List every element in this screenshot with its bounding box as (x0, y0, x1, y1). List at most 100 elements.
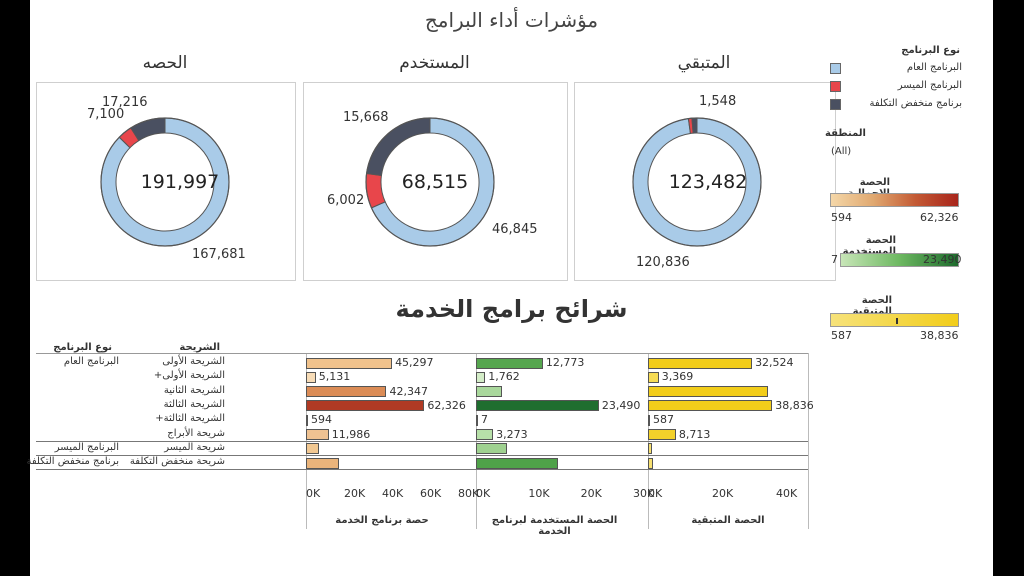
axis-tick-total: 80K (458, 487, 480, 501)
legend-total-min: 594 (831, 211, 852, 224)
bar-label-remaining: 32,524 (755, 356, 794, 369)
bar-label-remaining: 587 (653, 413, 674, 427)
donut-label-remaining-lowcost: 1,548 (699, 94, 737, 109)
legend-program-type-title: نوع البرنامج (901, 45, 960, 56)
table-header-rule (36, 353, 808, 354)
bar-label-remaining: 38,836 (775, 398, 814, 412)
bar-used[interactable] (476, 400, 599, 412)
legend-region-title: المنطقة (825, 128, 866, 139)
bar-total[interactable] (306, 357, 393, 369)
bar-total[interactable] (306, 443, 320, 455)
bar-total[interactable] (306, 371, 316, 383)
donut-label-used-maysar: 6,002 (327, 193, 365, 208)
bar-label-remaining: 8,713 (678, 427, 711, 441)
bar-label-total: 594 (311, 413, 332, 427)
bar-used[interactable] (476, 414, 478, 426)
bar-label-used: 7 (481, 413, 488, 427)
donut-center-used: 68,515 (401, 171, 469, 193)
axis-title-remaining: الحصة المتبقية (691, 515, 765, 527)
donut-label-total-general: 167,681 (192, 247, 246, 262)
bar-remaining[interactable] (648, 357, 753, 369)
header-segment: الشريحة (179, 342, 220, 353)
donut-title-used: المستخدم (399, 53, 470, 73)
axis-tick-total: 0K (306, 487, 321, 501)
donut-panel-remaining (574, 82, 836, 281)
program-type-label: البرنامج العام (63, 356, 119, 367)
donut-outline-used (365, 117, 495, 247)
legend-item-general[interactable]: البرنامج العام (906, 62, 962, 73)
axis-tick-remaining: 0K (648, 487, 663, 501)
bar-remaining[interactable] (648, 386, 768, 398)
legend-item-maysar[interactable]: البرنامج الميسر (897, 80, 962, 91)
bar-remaining[interactable] (648, 414, 650, 426)
donut-panel-total (36, 82, 296, 281)
donut-label-total-lowcost: 17,216 (102, 95, 148, 110)
bar-used[interactable] (476, 386, 503, 398)
donut-slice-remaining-2[interactable] (691, 117, 698, 134)
legend-swatch-lowcost (830, 99, 841, 110)
bar-label-total: 42,347 (389, 384, 428, 398)
bar-remaining[interactable] (648, 400, 773, 412)
axis-tick-used: 10K (528, 487, 550, 501)
legend-used-title: الحصة المستخدمة (842, 235, 896, 257)
axis-tick-used: 20K (580, 487, 602, 501)
bar-label-total: 45,297 (395, 356, 434, 369)
bar-total[interactable] (306, 414, 308, 426)
bar-total[interactable] (306, 400, 425, 412)
group-divider (36, 440, 808, 442)
table-bottom-rule (36, 469, 808, 471)
bar-remaining[interactable] (648, 457, 653, 469)
donut-label-total-maysar: 7,100 (87, 107, 125, 122)
bar-total[interactable] (306, 429, 329, 440)
legend-remaining-marker (896, 318, 898, 324)
segment-label: الشريحة الثانية (163, 384, 225, 396)
segment-label: الشريحة الأولى (162, 356, 225, 367)
donut-outline-total (100, 117, 230, 247)
bar-used[interactable] (476, 371, 486, 383)
legend-item-lowcost[interactable]: برنامج منخفض التكلفة (869, 98, 962, 109)
legend-swatch-maysar (830, 81, 841, 92)
dashboard-title: مؤشرات أداء البرامج (424, 8, 599, 32)
donut-title-total: الحصه (142, 53, 188, 73)
bar-label-remaining: 3,369 (661, 370, 694, 384)
region-filter-value[interactable]: (All) (831, 146, 852, 157)
segment-label: الشريحة الثالثة+ (155, 413, 225, 425)
bar-used[interactable] (476, 357, 543, 369)
donut-panel-used (303, 82, 568, 281)
bar-label-total: 11,986 (331, 427, 371, 441)
bar-label-used: 3,273 (496, 427, 528, 441)
bar-total[interactable] (306, 457, 339, 469)
legend-remaining-max: 38,836 (920, 329, 959, 342)
bar-label-used: 12,773 (545, 356, 585, 369)
legend-remaining-gradient (830, 313, 959, 327)
segment-label: شريحة الميسر (164, 441, 225, 453)
program-type-label: البرنامج الميسر (54, 441, 119, 453)
segment-label: الشريحة الثالثة (163, 398, 225, 410)
axis-tick-used: 0K (476, 487, 491, 501)
panel-separator-3 (808, 353, 809, 530)
donut-title-remaining: المتبقي (677, 53, 731, 73)
header-program-type: نوع البرنامج (53, 342, 112, 353)
bar-remaining[interactable] (648, 429, 676, 440)
donut-center-total: 191,997 (140, 171, 220, 193)
bar-used[interactable] (476, 457, 558, 469)
bar-label-used: 1,762 (488, 370, 520, 384)
bar-used[interactable] (476, 429, 494, 440)
bar-used[interactable] (476, 443, 508, 455)
donut-label-used-general: 46,845 (492, 222, 538, 237)
axis-tick-total: 20K (344, 487, 366, 501)
donut-label-remaining-general: 120,836 (636, 255, 690, 270)
bar-label-total: 62,326 (427, 398, 466, 412)
legend-swatch-general (830, 63, 841, 74)
legend-used-min: 7 (831, 253, 838, 266)
donut-charts (100, 117, 762, 247)
bar-remaining[interactable] (648, 371, 659, 383)
axis-tick-total: 60K (420, 487, 442, 501)
donut-outline-remaining (632, 117, 762, 247)
bar-remaining[interactable] (648, 443, 652, 455)
legend-used-max: 23,490 (923, 253, 962, 266)
bar-total[interactable] (306, 386, 387, 398)
legend-used-gradient (840, 253, 959, 267)
dashboard-canvas: مؤشرات أداء البرامج الحصه المستخدم المتب… (26, 0, 993, 576)
bar-label-used: 23,490 (601, 398, 641, 412)
